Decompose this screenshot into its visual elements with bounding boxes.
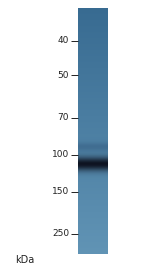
Text: 100: 100	[52, 150, 69, 159]
Text: 250: 250	[52, 229, 69, 238]
Text: 50: 50	[57, 71, 69, 80]
Text: 40: 40	[58, 37, 69, 45]
Text: kDa: kDa	[15, 255, 34, 265]
Text: 70: 70	[57, 113, 69, 122]
Text: 150: 150	[52, 187, 69, 196]
